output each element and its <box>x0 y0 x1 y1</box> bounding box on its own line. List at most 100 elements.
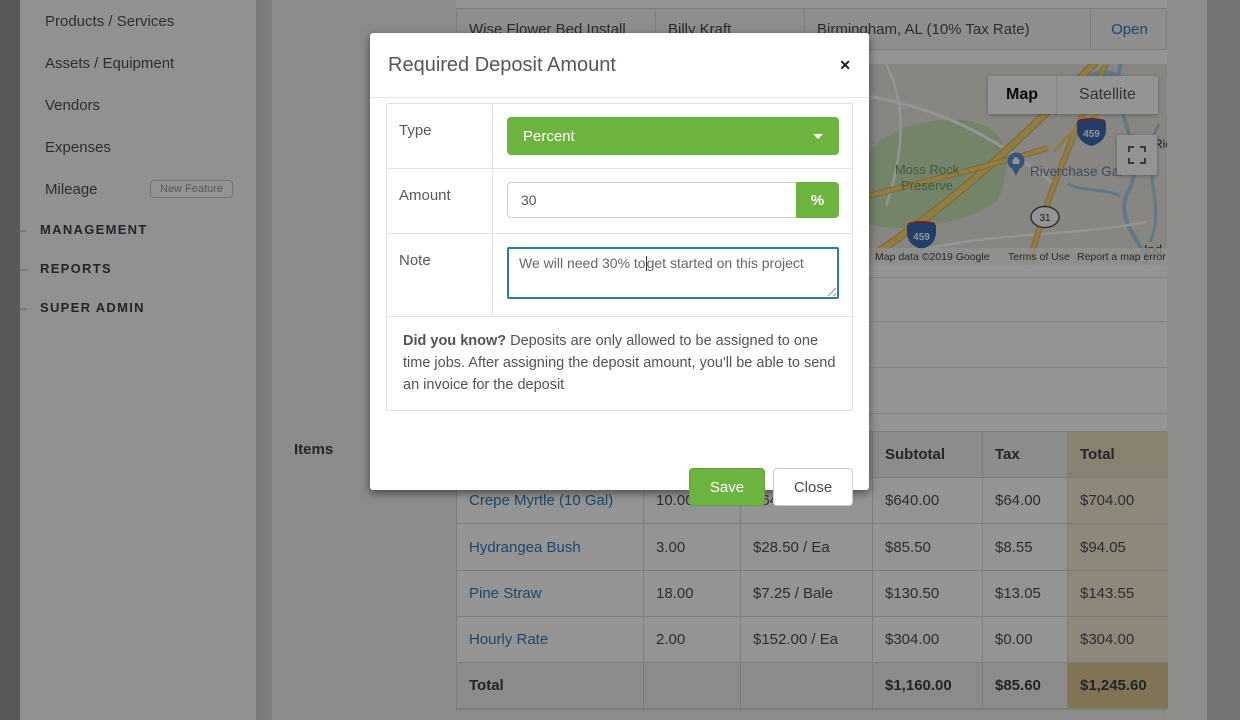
table-row: Pine Straw <box>457 571 644 617</box>
sidebar-section-label: SUPER ADMIN <box>40 300 145 315</box>
item-tax: $13.05 <box>983 571 1068 617</box>
item-rate: $152.00 / Ea <box>741 617 873 663</box>
fullscreen-icon <box>1128 146 1146 164</box>
item-link[interactable]: Hourly Rate <box>469 631 549 648</box>
map-stream <box>1067 182 1121 198</box>
collapse-dash-icon: — <box>15 261 27 276</box>
table-row: Hourly Rate <box>457 617 644 663</box>
table-row: Hydrangea Bush <box>457 524 644 571</box>
sidebar-item-assets-equipment[interactable]: Assets / Equipment <box>20 42 256 84</box>
note-text-after: get started on this project <box>646 255 804 271</box>
item-qty: 18.00 <box>644 571 741 617</box>
item-link[interactable]: Pine Straw <box>469 585 542 602</box>
col-header-total: Total <box>1068 432 1168 478</box>
report-map-error-link[interactable]: Report a map error <box>1077 251 1166 263</box>
map-view-button[interactable]: Map <box>988 76 1057 114</box>
total-row-empty <box>741 663 873 709</box>
item-subtotal: $130.50 <box>873 571 983 617</box>
deposit-form: Type Percent Amount % Note <box>386 103 853 412</box>
sidebar-item-label: Products / Services <box>45 12 175 30</box>
left-rail <box>0 0 20 720</box>
terms-of-use-link[interactable]: Terms of Use <box>1008 251 1070 263</box>
tip-row: Did you know? Deposits are only allowed … <box>387 317 852 410</box>
sidebar-item-mileage[interactable]: Mileage <box>20 168 256 210</box>
open-job-link[interactable]: Open <box>1111 20 1148 38</box>
close-button[interactable]: Close <box>773 468 853 506</box>
item-total: $94.05 <box>1068 524 1168 571</box>
svg-text:31: 31 <box>1039 213 1051 224</box>
sidebar-item-vendors[interactable]: Vendors <box>20 84 256 126</box>
sidebar-item-label: Assets / Equipment <box>45 54 175 72</box>
svg-text:459: 459 <box>1083 129 1100 140</box>
map-label-moss-rock: Moss Rock <box>895 162 960 177</box>
map-type-control: Map Satellite <box>988 76 1158 114</box>
modal-footer: Save Close <box>689 468 853 506</box>
sidebar-item-label: Mileage <box>45 180 98 198</box>
shopping-pin-icon <box>1007 152 1025 176</box>
col-header-subtotal: Subtotal <box>873 432 983 478</box>
save-button[interactable]: Save <box>689 468 765 506</box>
map-label-ric: Ric <box>1154 137 1167 151</box>
item-link[interactable]: Hydrangea Bush <box>469 538 581 556</box>
sidebar-item-label: Vendors <box>45 96 101 114</box>
sidebar-divider <box>256 0 272 720</box>
item-tax: $64.00 <box>983 478 1068 524</box>
table-row: Crepe Myrtle (10 Gal) <box>457 478 644 524</box>
modal-title: Required Deposit Amount <box>388 53 616 76</box>
chevron-down-icon <box>813 133 823 139</box>
item-subtotal: $85.50 <box>873 524 983 571</box>
job-location-cell: Birmingham, AL (10% Tax Rate) <box>805 9 1091 49</box>
required-deposit-modal: Required Deposit Amount ✕ Type Percent A… <box>370 33 869 506</box>
collapse-dash-icon: — <box>15 300 27 315</box>
resize-handle[interactable] <box>826 286 836 296</box>
percent-addon: % <box>796 182 839 218</box>
type-dropdown-value: Percent <box>523 127 575 145</box>
type-dropdown[interactable]: Percent <box>507 117 839 155</box>
item-subtotal: $304.00 <box>873 617 983 663</box>
item-rate: $7.25 / Bale <box>741 571 873 617</box>
item-tax: $0.00 <box>983 617 1068 663</box>
sidebar-section-label: MANAGEMENT <box>40 222 148 237</box>
total-row-grand-total: $1,245.60 <box>1068 663 1168 709</box>
amount-row: Amount % <box>387 169 852 234</box>
panel-right-padding <box>1167 0 1207 720</box>
note-label: Note <box>387 234 493 316</box>
note-text-before: We will need 30% to <box>519 255 646 271</box>
total-row-tax: $85.60 <box>983 663 1068 709</box>
amount-input[interactable] <box>507 182 796 218</box>
item-qty: 3.00 <box>644 524 741 571</box>
note-row: Note We will need 30% toget started on t… <box>387 234 852 317</box>
item-link[interactable]: Crepe Myrtle (10 Gal) <box>469 492 614 509</box>
tip-text: Deposits are only allowed to be assigned… <box>403 333 836 393</box>
map-park-area <box>844 119 1007 228</box>
satellite-view-button[interactable]: Satellite <box>1079 86 1136 103</box>
total-row-subtotal: $1,160.00 <box>873 663 983 709</box>
new-feature-badge: New Feature <box>150 180 233 198</box>
collapse-dash-icon: — <box>15 222 27 237</box>
item-total: $143.55 <box>1068 571 1168 617</box>
map-fullscreen-button[interactable] <box>1117 135 1157 175</box>
sidebar-item-expenses[interactable]: Expenses <box>20 126 256 168</box>
type-label: Type <box>387 104 493 168</box>
total-row-empty <box>644 663 741 709</box>
item-subtotal: $640.00 <box>873 478 983 524</box>
note-textarea[interactable]: We will need 30% toget started on this p… <box>507 247 839 299</box>
close-icon[interactable]: ✕ <box>839 57 851 73</box>
sidebar: Products / Services Assets / Equipment V… <box>15 0 256 720</box>
modal-header: Required Deposit Amount ✕ <box>370 33 869 98</box>
map-label-riverchase: Riverchase Gal <box>1030 164 1122 179</box>
sidebar-section-super-admin[interactable]: — SUPER ADMIN <box>15 288 256 327</box>
map-minor-road <box>855 92 1057 188</box>
sidebar-item-products-services[interactable]: Products / Services <box>20 0 256 42</box>
total-row-label: Total <box>457 663 644 709</box>
sidebar-section-reports[interactable]: — REPORTS <box>15 249 256 288</box>
item-total: $704.00 <box>1068 478 1168 524</box>
us-31-shield: 31 <box>1030 205 1060 229</box>
sidebar-item-label: Expenses <box>45 138 111 156</box>
tip-bold: Did you know? <box>403 333 507 349</box>
svg-text:459: 459 <box>913 232 930 243</box>
interstate-459-shield: 459 <box>1077 118 1106 146</box>
items-section-label: Items <box>294 441 334 458</box>
sidebar-section-management[interactable]: — MANAGEMENT <box>15 210 256 249</box>
